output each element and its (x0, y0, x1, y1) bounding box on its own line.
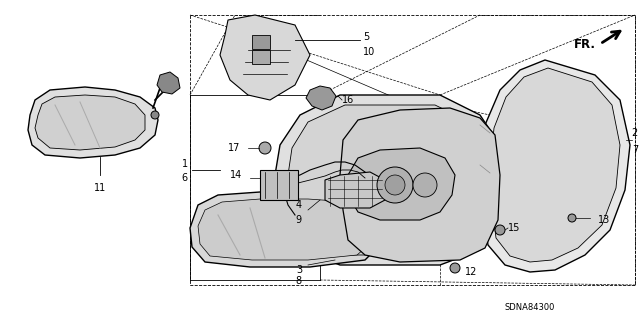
Circle shape (568, 214, 576, 222)
Polygon shape (275, 95, 505, 265)
Circle shape (385, 175, 405, 195)
Polygon shape (490, 68, 620, 262)
Text: FR.: FR. (574, 38, 596, 50)
Polygon shape (157, 72, 180, 94)
Polygon shape (28, 87, 158, 158)
Polygon shape (190, 192, 382, 267)
Polygon shape (348, 148, 455, 220)
Circle shape (495, 225, 505, 235)
Text: 6: 6 (182, 173, 188, 183)
Polygon shape (35, 95, 145, 150)
Text: 5: 5 (363, 32, 369, 42)
Text: 12: 12 (465, 267, 477, 277)
Text: 7: 7 (632, 145, 638, 155)
Text: SDNA84300: SDNA84300 (505, 303, 555, 313)
Circle shape (377, 167, 413, 203)
Polygon shape (288, 105, 492, 255)
Polygon shape (480, 60, 630, 272)
Text: 2: 2 (632, 128, 638, 138)
Text: 1: 1 (182, 159, 188, 169)
Bar (260, 170, 298, 200)
Polygon shape (220, 15, 310, 100)
Polygon shape (340, 108, 500, 262)
Text: 4: 4 (296, 200, 302, 210)
Circle shape (151, 111, 159, 119)
Text: 16: 16 (342, 95, 355, 105)
Text: 17: 17 (228, 143, 240, 153)
Circle shape (450, 263, 460, 273)
Polygon shape (306, 86, 336, 110)
Circle shape (413, 173, 437, 197)
Text: 14: 14 (230, 170, 242, 180)
Text: 8: 8 (296, 276, 302, 286)
Text: 11: 11 (94, 183, 106, 193)
Circle shape (259, 142, 271, 154)
Polygon shape (325, 172, 385, 208)
Bar (252, 50, 270, 64)
Bar (252, 35, 270, 49)
Polygon shape (198, 199, 372, 260)
Text: 15: 15 (508, 223, 520, 233)
Text: 13: 13 (598, 215, 611, 225)
Text: 10: 10 (363, 47, 375, 57)
Text: 9: 9 (296, 215, 302, 225)
Text: 3: 3 (296, 265, 302, 275)
